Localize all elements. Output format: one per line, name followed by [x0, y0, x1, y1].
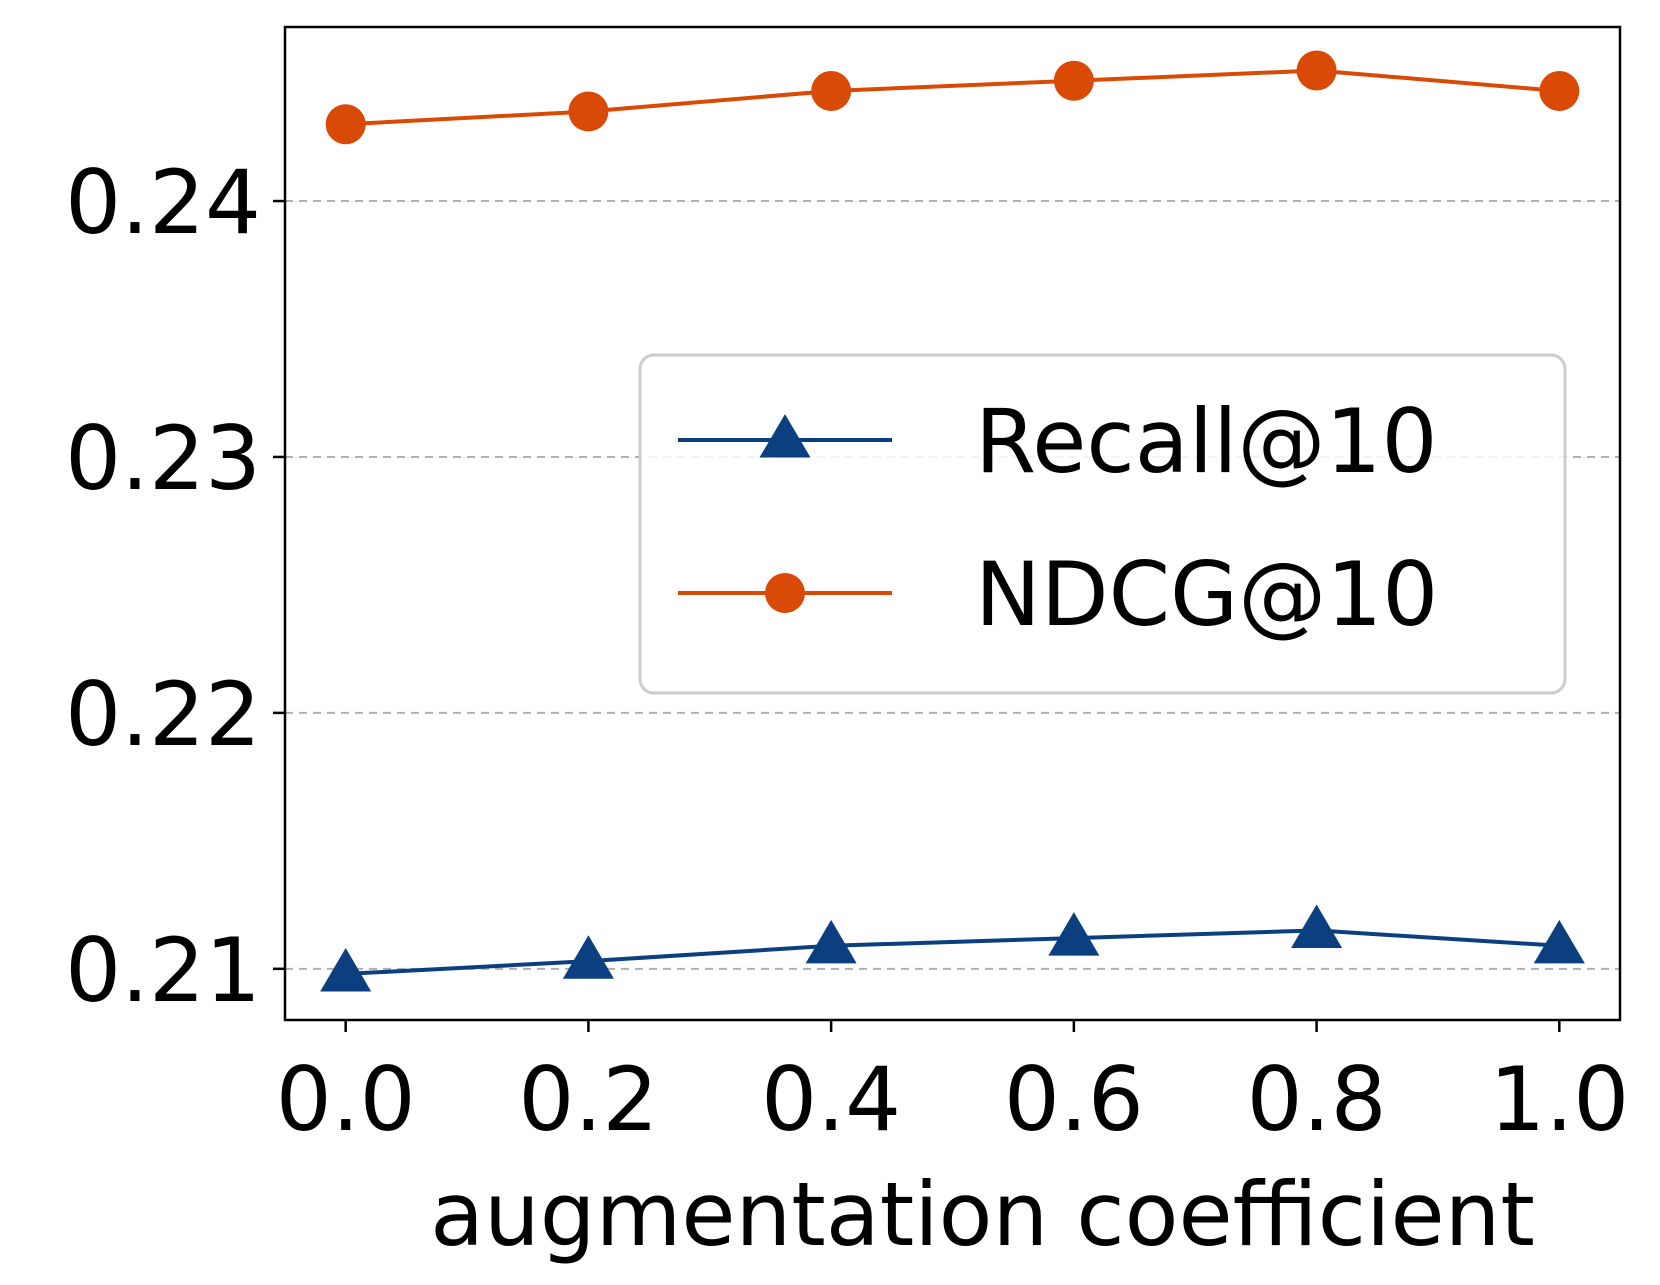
series-line	[345, 68, 1560, 127]
data-point-triangle	[1048, 912, 1100, 956]
x-axis: 0.0 0.2 0.4 0.6 0.8 1.0	[276, 1020, 1629, 1151]
plot-area-frame	[283, 25, 1622, 1022]
x-axis-label: augmentation coefficient	[430, 1163, 1535, 1266]
legend-marker-circle	[765, 573, 805, 613]
x-tick-label: 0.6	[1004, 1048, 1144, 1151]
data-point-triangle	[1291, 904, 1343, 948]
data-point-circle	[811, 70, 852, 111]
legend-label: Recall@10	[975, 390, 1438, 493]
data-point-circle	[1539, 70, 1580, 111]
series-line	[345, 928, 1560, 976]
series-layer	[320, 50, 1585, 992]
legend-label: NDCG@10	[975, 543, 1438, 646]
x-tick-label: 0.4	[761, 1048, 901, 1151]
series-Recall@10	[320, 904, 1585, 992]
data-point-circle	[568, 91, 609, 132]
x-tick-label: 1.0	[1489, 1048, 1629, 1151]
x-tick-label: 0.2	[518, 1048, 658, 1151]
data-point-circle	[1053, 60, 1094, 101]
y-tick-label: 0.22	[65, 663, 261, 766]
x-tick-label: 0.8	[1247, 1048, 1387, 1151]
y-tick-label: 0.21	[65, 919, 261, 1022]
legend: Recall@10 NDCG@10	[638, 353, 1567, 695]
y-axis: 0.21 0.22 0.23 0.24	[65, 151, 285, 1022]
y-tick-label: 0.23	[65, 407, 261, 510]
x-tick-label: 0.0	[276, 1048, 416, 1151]
data-point-triangle	[562, 935, 614, 979]
data-point-circle	[325, 104, 366, 145]
legend-marker-triangle	[759, 414, 811, 458]
data-point-circle	[1296, 50, 1337, 91]
data-point-triangle	[1533, 919, 1585, 964]
data-point-triangle	[320, 948, 372, 992]
data-point-triangle	[805, 919, 857, 964]
y-tick-label: 0.24	[65, 151, 261, 254]
series-NDCG@10	[325, 50, 1580, 145]
